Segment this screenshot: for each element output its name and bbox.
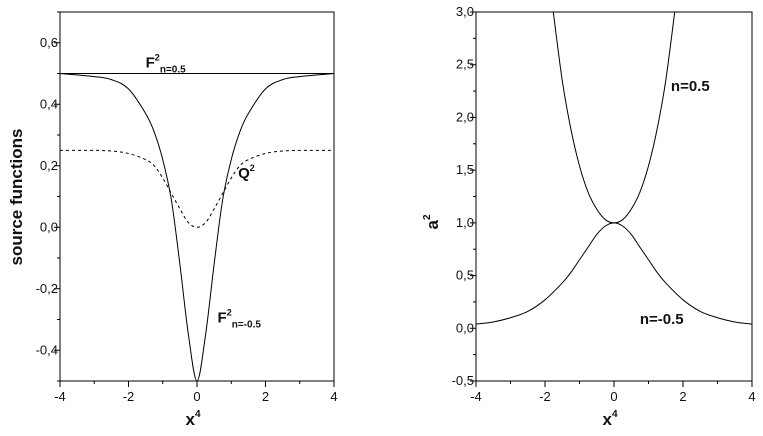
left-curve-label: F2n=0.5 <box>146 52 186 75</box>
right-y-tick-label: 0,5 <box>456 268 474 283</box>
right-plot-frame <box>475 11 753 382</box>
right-y-tick-label: 1,0 <box>456 215 474 230</box>
left-series-line-0 <box>60 73 334 381</box>
right-curve-label: n=0.5 <box>671 78 710 95</box>
left-plot-frame <box>59 11 335 382</box>
right-y-tick-label: 1,5 <box>456 162 474 177</box>
right-series-line-0 <box>552 12 676 224</box>
right-curve-label: n=-0.5 <box>640 311 684 328</box>
left-y-axis-title: source functions <box>7 129 26 266</box>
left-y-tick-label: -0,2 <box>36 281 58 296</box>
right-series-group <box>476 12 752 325</box>
right-x-tick-label: 0 <box>610 389 617 404</box>
left-x-tick-label: -2 <box>123 389 135 404</box>
left-y-tick-label: 0,0 <box>40 219 58 234</box>
right-y-tick-label: 2,5 <box>456 57 474 72</box>
left-curve-label: Q2 <box>238 163 255 182</box>
right-x-axis-title: x4 <box>602 409 617 429</box>
right-x-tick-label: 4 <box>748 389 755 404</box>
right-x-tick-label: 2 <box>679 389 686 404</box>
left-chart: -4 -2 0 2 4 -0,4 -0,2 0,0 0,2 0,4 0,6 x4 source func… <box>7 11 338 429</box>
left-x-tick-label: 4 <box>330 389 337 404</box>
left-x-tick-label: -4 <box>54 389 66 404</box>
left-series-line-1 <box>60 149 334 228</box>
left-curve-label: F2n=-0.5 <box>218 308 262 331</box>
right-y-tick-label: 0,0 <box>456 320 474 335</box>
right-y-tick-label: -0,5 <box>452 373 474 388</box>
right-series-line-1 <box>476 222 752 325</box>
right-y-axis-title: a2 <box>422 214 442 229</box>
left-x-tick-label: 2 <box>262 389 269 404</box>
left-y-tick-label: -0,4 <box>36 342 58 357</box>
left-y-tick-label: 0,2 <box>40 158 58 173</box>
right-x-tick-label: -4 <box>470 389 482 404</box>
left-series-group <box>60 73 334 381</box>
left-x-tick-label: 0 <box>193 389 200 404</box>
right-chart: -4 -2 0 2 4 -0,5 0,0 0,5 1,0 1,5 2,0 2,5 3,0 x4 a2 n=0.… <box>422 4 756 429</box>
right-x-tick-label: -2 <box>539 389 551 404</box>
left-y-tick-label: 0,4 <box>40 96 58 111</box>
right-y-tick-label: 2,0 <box>456 109 474 124</box>
left-y-tick-label: 0,6 <box>40 35 58 50</box>
right-y-tick-label: 3,0 <box>456 4 474 19</box>
left-x-axis-title: x4 <box>185 409 200 429</box>
